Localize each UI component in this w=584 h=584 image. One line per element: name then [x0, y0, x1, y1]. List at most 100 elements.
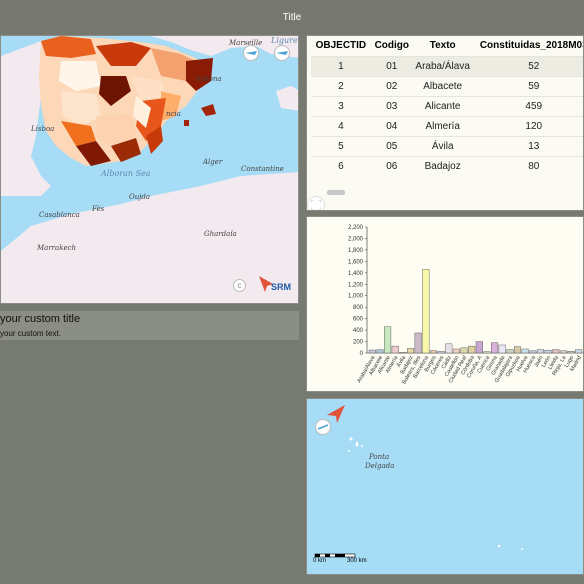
- table-cell: 52: [472, 55, 583, 76]
- fullscreen-icon: [311, 200, 321, 210]
- srm-logo-icon: [259, 276, 273, 292]
- bar[interactable]: [414, 332, 422, 354]
- bar[interactable]: [521, 348, 529, 354]
- table-row[interactable]: 5 05 Ávila 13: [311, 135, 583, 156]
- inset-map-canvas[interactable]: [307, 399, 584, 575]
- table-cell: 02: [370, 75, 413, 96]
- col-constituidas[interactable]: Constituidas_2018M03: [479, 40, 584, 52]
- plane-icon: [245, 51, 257, 55]
- table-cell: 05: [370, 135, 413, 156]
- label-alger: Alger: [203, 158, 223, 166]
- bar[interactable]: [567, 351, 575, 354]
- x-tick-label: León: [541, 355, 552, 369]
- table-cell: 59: [472, 75, 583, 96]
- table-row[interactable]: 2 02 Albacete 59: [311, 75, 583, 96]
- bar[interactable]: [391, 345, 399, 354]
- table-cell: 80: [472, 155, 583, 176]
- bar[interactable]: [575, 349, 583, 354]
- inset-compass-button[interactable]: [315, 419, 331, 435]
- table-cell: Ávila: [412, 135, 473, 156]
- y-tick-label: 2,000: [348, 236, 364, 242]
- zoom-out-button[interactable]: [274, 45, 290, 61]
- table-cell: 4: [311, 115, 371, 136]
- label-alboran: Alboran Sea: [101, 169, 151, 178]
- app-title: Title: [0, 0, 584, 34]
- scale-label-0: 0 km: [313, 558, 327, 564]
- zoom-in-button[interactable]: [243, 45, 259, 61]
- label-fes: Fès: [92, 205, 105, 213]
- scale-bar: [314, 553, 356, 558]
- y-tick-label: 1,800: [348, 248, 364, 254]
- table-row[interactable]: 3 03 Alicante 459: [311, 95, 583, 116]
- bar-chart: 0 200 400 600 800 1,000 1,200 1,400 1,600 1,800 2,…: [348, 225, 583, 385]
- label-casablanca: Casablanca: [39, 211, 80, 219]
- info-box: your custom title your custom text.: [0, 311, 299, 340]
- label-valencia: ncia: [166, 110, 181, 118]
- bar[interactable]: [368, 349, 376, 354]
- table-scrollbar-thumb[interactable]: [327, 190, 345, 195]
- bar[interactable]: [544, 349, 552, 354]
- bar[interactable]: [429, 350, 437, 354]
- table-cell: 459: [472, 95, 583, 116]
- table-cell: 01: [370, 55, 413, 76]
- bar[interactable]: [506, 349, 514, 354]
- table-row[interactable]: 6 06 Badajoz 80: [311, 155, 583, 176]
- bar[interactable]: [529, 350, 537, 354]
- bar[interactable]: [552, 349, 560, 354]
- table-header-row: OBJECTID Codigo Texto Constituidas_2018M…: [311, 36, 584, 56]
- bar[interactable]: [399, 352, 407, 354]
- bar[interactable]: [468, 345, 476, 354]
- bar[interactable]: [422, 269, 430, 354]
- col-objectid[interactable]: OBJECTID: [315, 40, 367, 52]
- col-codigo[interactable]: Codigo: [374, 40, 410, 52]
- map-canvas[interactable]: [1, 36, 299, 304]
- table-row[interactable]: 4 04 Almería 120: [311, 115, 583, 136]
- x-tick-label: Jaén: [534, 355, 545, 368]
- bar[interactable]: [559, 350, 567, 354]
- label-constantine: Constantine: [241, 165, 284, 173]
- bar[interactable]: [498, 344, 506, 354]
- main-map[interactable]: Marseille Ligure rcelona Lisboa ncia Alg…: [0, 35, 299, 304]
- y-tick-label: 1,000: [348, 294, 364, 300]
- bar[interactable]: [407, 348, 415, 354]
- inset-map[interactable]: Ponta Delgada 0 km 300 km: [306, 398, 584, 575]
- bar[interactable]: [475, 341, 483, 354]
- srm-logo-text: SRM: [271, 282, 291, 292]
- data-table: OBJECTID Codigo Texto Constituidas_2018M…: [311, 36, 584, 176]
- x-tick-label: Lugo: [564, 355, 575, 369]
- info-title: your custom title: [0, 313, 81, 325]
- table-cell: 2: [311, 75, 371, 96]
- bar[interactable]: [376, 349, 384, 354]
- table-cell: Almería: [412, 115, 473, 136]
- bar[interactable]: [483, 351, 491, 354]
- data-table-panel[interactable]: OBJECTID Codigo Texto Constituidas_2018M…: [306, 35, 584, 211]
- table-row[interactable]: 1 01 Araba/Álava 52: [311, 55, 583, 76]
- bar[interactable]: [384, 326, 392, 354]
- bar[interactable]: [437, 351, 445, 354]
- fullscreen-button[interactable]: [307, 196, 325, 210]
- table-cell: Araba/Álava: [412, 55, 473, 76]
- table-cell: 5: [311, 135, 371, 156]
- compass-icon: [317, 424, 329, 430]
- y-tick-label: 1,400: [348, 271, 364, 277]
- y-tick-label: 1,600: [348, 259, 364, 265]
- scale-label-300: 300 km: [347, 558, 367, 564]
- bar[interactable]: [536, 349, 544, 354]
- label-marrakech: Marrakech: [37, 244, 77, 252]
- bar[interactable]: [452, 348, 460, 354]
- bar[interactable]: [514, 346, 522, 354]
- label-ghardaia: Ghardaïa: [204, 230, 237, 238]
- table-cell: Albacete: [412, 75, 473, 96]
- col-texto[interactable]: Texto: [429, 40, 456, 52]
- table-cell: Badajoz: [412, 155, 473, 176]
- bar[interactable]: [460, 347, 468, 354]
- srm-logo: SRM: [259, 276, 295, 298]
- spain-choropleth[interactable]: [39, 36, 213, 166]
- bar[interactable]: [445, 343, 453, 354]
- copyright-button[interactable]: c: [233, 279, 246, 292]
- plane-icon: [276, 51, 288, 55]
- label-barcelona: rcelona: [195, 75, 222, 83]
- label-ligure: Ligure: [271, 36, 298, 45]
- table-cell: 13: [472, 135, 583, 156]
- bar[interactable]: [491, 342, 499, 354]
